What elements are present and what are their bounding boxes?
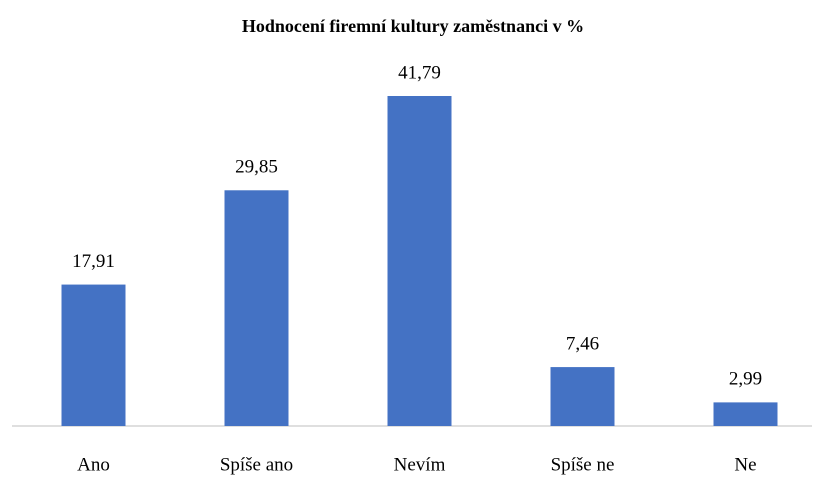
bar bbox=[61, 284, 126, 426]
bar bbox=[550, 367, 615, 426]
chart-title: Hodnocení firemní kultury zaměstnanci v … bbox=[242, 16, 584, 36]
data-label: 17,91 bbox=[72, 251, 115, 272]
bar bbox=[387, 96, 452, 426]
data-label: 7,46 bbox=[566, 333, 599, 354]
x-tick-label: Ne bbox=[734, 454, 756, 475]
x-tick-label: Spíše ano bbox=[220, 454, 293, 475]
bar bbox=[713, 402, 778, 426]
x-tick-label: Spíše ne bbox=[551, 454, 615, 475]
x-tick-label: Ano bbox=[77, 454, 110, 475]
data-label: 41,79 bbox=[398, 62, 441, 83]
data-label: 29,85 bbox=[235, 157, 278, 178]
bar bbox=[224, 190, 289, 426]
data-label: 2,99 bbox=[729, 369, 762, 390]
x-tick-label: Nevím bbox=[394, 454, 446, 475]
